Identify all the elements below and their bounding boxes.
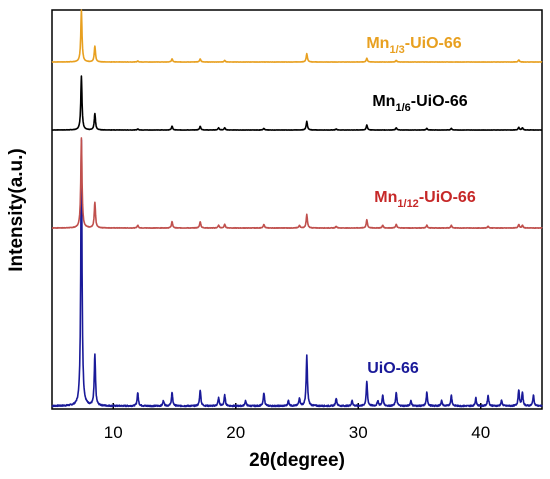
series-label-3: Mn1/3-UiO-66 <box>366 35 461 56</box>
series-line-1 <box>51 137 543 229</box>
x-tick-label: 20 <box>226 423 245 442</box>
series-line-2 <box>51 75 543 131</box>
series-label-1: Mn1/12-UiO-66 <box>374 189 476 210</box>
x-tick-label: 10 <box>104 423 123 442</box>
x-ticks: 10 20 30 40 <box>104 403 490 442</box>
x-tick-label: 30 <box>349 423 368 442</box>
plot-frame <box>51 9 543 410</box>
series-line-3 <box>51 9 543 63</box>
x-axis-label: 2θ(degree) <box>249 450 345 471</box>
series-label-0: UiO-66 <box>367 360 419 377</box>
series-label-2: Mn1/6-UiO-66 <box>372 93 467 114</box>
series-labels: UiO-66 Mn1/12-UiO-66 Mn1/6-UiO-66 Mn1/3-UiO… <box>366 35 475 377</box>
series-line-0 <box>51 139 543 408</box>
series-group <box>51 9 543 408</box>
y-axis-label: Intensity(a.u.) <box>6 148 27 272</box>
x-tick-label: 40 <box>471 423 490 442</box>
